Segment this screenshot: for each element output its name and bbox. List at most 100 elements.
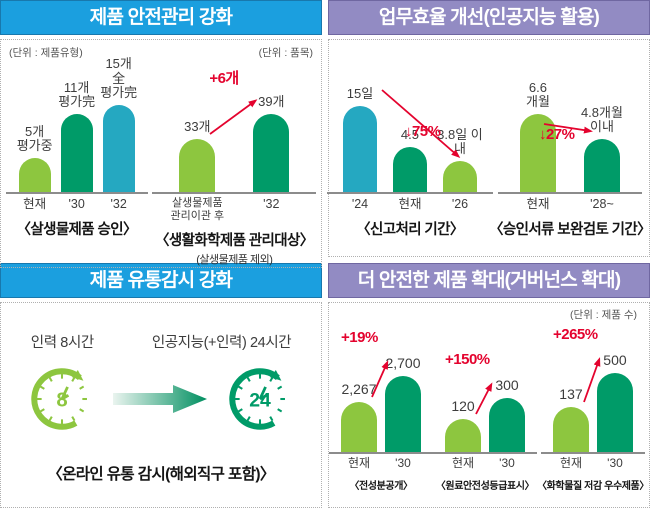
bars-area: 15일 4.5 3.8일 이내 ↓75% [326, 68, 493, 194]
monitoring-labels: 인력 8시간 인공지능(+인력) 24시간 [1, 331, 321, 352]
charts-row: 15일 4.5 3.8일 이내 ↓75% '24 현재 '26 〈신고처리 기간〉 6.6 개… [326, 68, 650, 239]
bar-value-label: 2,267 [341, 381, 377, 398]
unit-label-left: (단위 : 제품유형) [9, 47, 83, 59]
unit-label-right: (단위 : 품목) [258, 47, 313, 59]
x-axis-label: 현재 [398, 197, 422, 211]
chart-ingredient-safety-grade: 120 300 +150% 현재 '30 〈원료안전성등급표시〉 [433, 326, 537, 492]
x-axis-label: '26 [451, 197, 469, 211]
x-axis-label: '30 [499, 456, 515, 470]
bar-value-label: 11개 평가完 [58, 79, 96, 110]
monitoring-caption: 〈온라인 유통 감시(해외직구 포함)〉 [47, 466, 275, 483]
panel-product-safety: 제품 안전관리 강화 (단위 : 제품유형) (단위 : 품목) 5개 평가중 1… [0, 0, 322, 269]
x-axis-labels: '24 현재 '26 [327, 194, 493, 211]
x-axis-label: '28~ [590, 197, 614, 211]
clock-24-value: 24 [249, 389, 271, 411]
percent-change-badge: ↓75% [404, 123, 441, 140]
x-axis-label: '24 [351, 197, 369, 211]
chart-biocide-approval: 5개 평가중 11개 평가完 15개 全 평가完 현재 '30 '32 〈살생물제품 승인〉 [5, 57, 148, 239]
x-axis-label: 현재 [559, 456, 583, 470]
chart-report-processing-period: 15일 4.5 3.8일 이내 ↓75% '24 현재 '26 〈신고처리 기간〉 [326, 68, 493, 239]
bar-light_green [179, 139, 216, 192]
bar-value-label: 5개 평가중 [16, 123, 53, 154]
x-axis-label: 살생물제품 관리이관 후 [170, 197, 225, 222]
chart-caption: 〈화학물질 저감 우수제품〉 [537, 480, 649, 492]
bar-value-label: 120 [451, 398, 475, 415]
bar-value-label: 3.8일 이내 [437, 126, 483, 157]
units-row: (단위 : 제품 수) [329, 303, 649, 322]
panel-title-work-efficiency: 업무효율 개선(인공지능 활용) [328, 0, 650, 35]
panel-title-product-safety: 제품 안전관리 강화 [0, 0, 322, 35]
x-axis-label: 현재 [23, 197, 47, 211]
bar-value-label: 15일 [346, 86, 374, 102]
x-axis-labels: 현재 '30 '32 [6, 194, 148, 211]
x-axis-label: 현재 [347, 456, 371, 470]
bar-dark_green [60, 114, 93, 192]
bar-dark_green [253, 114, 290, 192]
bar-value-label: 2,700 [385, 355, 421, 372]
panel-distribution-monitoring: 제품 유통감시 강화 인력 8시간 인공지능(+인력) 24시간 8 [0, 263, 322, 508]
bar-teal [102, 105, 135, 192]
bar-value-label: 6.6 개월 [525, 79, 550, 110]
chart-subcaption: (살생물제품 제외) [196, 254, 273, 267]
panel-safer-product-expansion: 더 안전한 제품 확대(거버넌스 확대) (단위 : 제품 수) 2,267 2,… [328, 263, 650, 508]
clocks-row: 8 24 [25, 362, 297, 436]
bar-value-label: 300 [495, 377, 519, 394]
x-axis-label: 현재 [526, 197, 550, 211]
percent-change-badge: +6개 [209, 70, 239, 87]
x-axis-label: '32 [263, 197, 280, 211]
transition-arrow-icon [113, 385, 207, 413]
bars-area: 33개 39개 +6개 [152, 66, 317, 194]
bar-light_green [445, 419, 481, 452]
chart-household-chemical-management: 33개 39개 +6개 살생물제품 관리이관 후 '32 〈생활화학제품 관리대상〉 (살생… [152, 66, 317, 267]
panel-body-work-efficiency: 15일 4.5 3.8일 이내 ↓75% '24 현재 '26 〈신고처리 기간〉 6.6 개… [326, 39, 650, 257]
units-row: (단위 : 제품유형) (단위 : 품목) [1, 40, 321, 60]
bar-dark_green [385, 376, 421, 452]
percent-change-badge: ↓27% [538, 126, 575, 143]
panel-body-safer-product-expansion: (단위 : 제품 수) 2,267 2,700 +19% 현재 '30 〈전성분공개〉 1… [328, 302, 650, 508]
x-axis-labels: 현재 '28~ [498, 194, 642, 211]
x-axis-labels: 현재 '30 [433, 454, 537, 471]
chart-caption: 〈신고처리 기간〉 [356, 222, 464, 239]
chart-full-ingredient-disclosure: 2,267 2,700 +19% 현재 '30 〈전성분공개〉 [329, 326, 433, 492]
chart-caption: 〈전성분공개〉 [349, 480, 413, 492]
clock-8-value: 8 [56, 389, 67, 411]
charts-row: 2,267 2,700 +19% 현재 '30 〈전성분공개〉 120 300 +150% 현재… [329, 326, 649, 492]
bar-value-label: 137 [559, 386, 583, 403]
chart-caption: 〈원료안전성등급표시〉 [435, 480, 535, 492]
chart-caption: 〈승인서류 보완검토 기간〉 [488, 222, 650, 239]
bars-area: 5개 평가중 11개 평가完 15개 全 평가完 [5, 57, 148, 194]
panel-work-efficiency: 업무효율 개선(인공지능 활용) 15일 4.5 3.8일 이내 ↓75% '24 현재 '… [326, 0, 650, 257]
bar-light_green [341, 402, 377, 452]
bar-value-label: 15개 全 평가完 [100, 56, 138, 101]
bars-area: 2,267 2,700 +19% [329, 326, 433, 454]
monitoring-content: 인력 8시간 인공지능(+인력) 24시간 8 [1, 303, 321, 484]
bar-teal [342, 106, 377, 192]
clock-8-icon: 8 [31, 368, 87, 430]
chart-chemical-reduction-products: 137 500 +265% 현재 '30 〈화학물질 저감 우수제품〉 [537, 326, 649, 492]
panel-title-safer-product-expansion: 더 안전한 제품 확대(거버넌스 확대) [328, 263, 650, 298]
charts-row: 5개 평가중 11개 평가完 15개 全 평가完 현재 '30 '32 〈살생물제품 승인〉… [1, 57, 321, 267]
bar-dark_green [596, 373, 633, 452]
bar-dark_green [489, 398, 525, 452]
bar-dark_green [392, 147, 427, 192]
x-axis-label: '30 [607, 456, 623, 470]
bar-light_green [552, 407, 589, 452]
ai-hours-label: 인공지능(+인력) 24시간 [151, 335, 292, 351]
bar-light_green [18, 158, 51, 192]
panel-body-product-safety: (단위 : 제품유형) (단위 : 품목) 5개 평가중 11개 평가完 15개 全… [0, 39, 322, 269]
x-axis-labels: 현재 '30 [541, 454, 645, 471]
percent-change-badge: +19% [341, 329, 378, 346]
x-axis-label: '32 [110, 197, 127, 211]
bar-dark_green [583, 139, 620, 192]
bars-area: 6.6 개월 4.8개월 이내 ↓27% [497, 68, 642, 194]
x-axis-labels: 현재 '30 [329, 454, 433, 471]
panel-body-distribution-monitoring: 인력 8시간 인공지능(+인력) 24시간 8 [0, 302, 322, 508]
bar-light_green [442, 161, 477, 192]
bar-value-label: 39개 [258, 94, 285, 110]
percent-change-badge: +265% [552, 326, 598, 343]
panel-title-distribution-monitoring: 제품 유통감시 강화 [0, 263, 322, 298]
percent-change-badge: +150% [445, 351, 490, 368]
chart-caption: 〈살생물제품 승인〉 [16, 222, 137, 239]
x-axis-label: 현재 [451, 456, 475, 470]
